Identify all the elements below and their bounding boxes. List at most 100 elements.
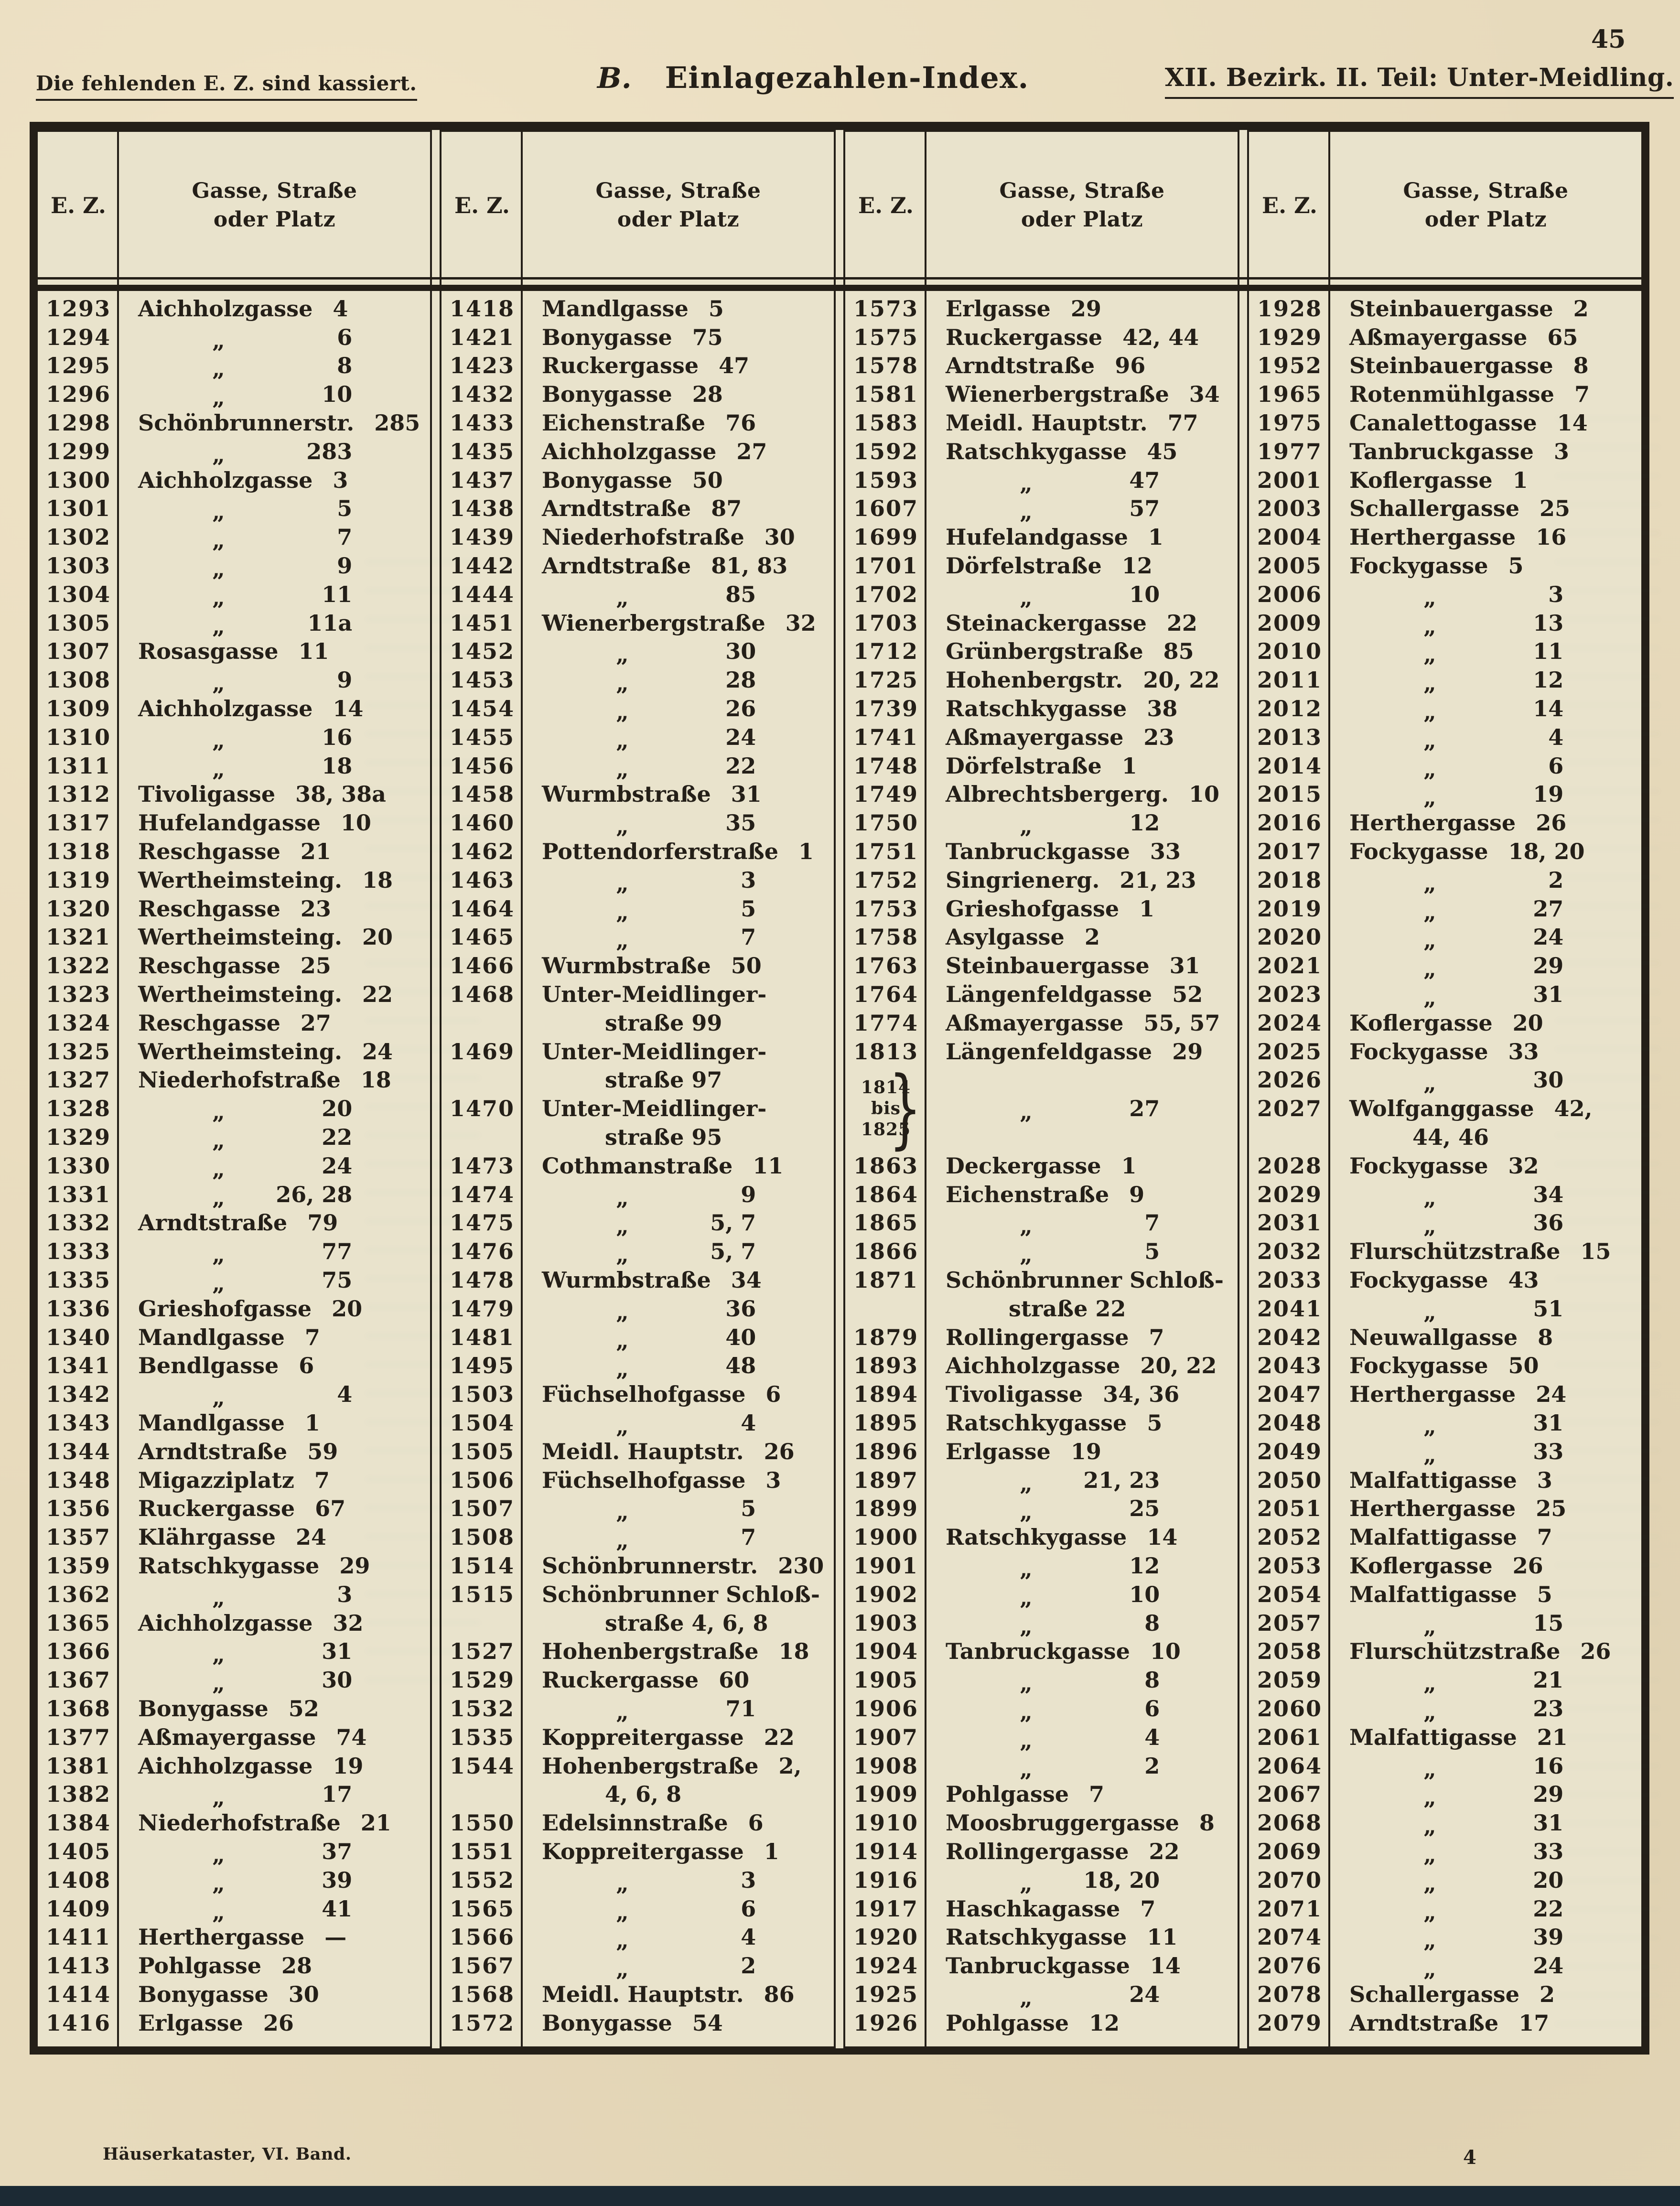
ez-number: 1408: [45, 1867, 111, 1893]
street-entry: Koflergasse 20: [1330, 1010, 1641, 1036]
street-name: Bonygasse: [138, 1695, 269, 1722]
house-number: 7: [337, 524, 353, 550]
table-row: 1895 Ratschkygasse 5: [845, 1409, 1238, 1437]
ditto-mark: „: [1423, 584, 1436, 611]
ez-number: 2032: [1257, 1238, 1323, 1265]
street-name: Tanbruckgasse: [1349, 438, 1534, 464]
ez-number: 1495: [449, 1353, 515, 1379]
table-row: 1474 „ 9: [442, 1180, 834, 1211]
street-entry-continuation: straße 4, 6, 8: [605, 1610, 768, 1636]
house-number: 2: [1539, 1981, 1555, 2007]
house-number: 7: [1089, 1781, 1105, 1808]
ditto-mark: „: [1423, 1927, 1436, 1953]
street-entry: Wurmbstraße 34: [523, 1267, 834, 1293]
table-row: 1413 Pohlgasse 28: [38, 1951, 430, 1980]
house-number: 11: [1147, 1924, 1178, 1950]
ditto-mark: „: [1423, 1070, 1436, 1096]
street-entry: Wienerbergstraße 32: [523, 610, 834, 636]
table-row: 1909 Pohlgasse 7: [845, 1780, 1238, 1808]
ez-number: 1712: [853, 638, 919, 665]
page-title: B. Einlagezahlen-Index.: [597, 60, 1029, 95]
street-entry: Schönbrunner Schloß-: [523, 1582, 834, 1607]
street-name: Ratschkygasse: [138, 1552, 320, 1579]
street-entry: Bonygasse 52: [119, 1696, 430, 1722]
ditto-mark: „: [212, 1870, 225, 1896]
house-number: 12: [1121, 553, 1152, 579]
street-name: Tanbruckgasse: [946, 1953, 1130, 1979]
table-row: 1322 Reschgasse 25: [38, 951, 430, 980]
ditto-mark: „: [1020, 1670, 1033, 1696]
ez-number: 1343: [45, 1410, 111, 1436]
house-number: 26: [1536, 810, 1567, 836]
ez-number: 1442: [449, 553, 515, 579]
house-number: 7: [1574, 381, 1590, 408]
house-number: 7: [1537, 1524, 1552, 1550]
table-row: 1965 Rotenmühlgasse 7: [1249, 380, 1641, 409]
table-row: 1910 Moosbruggergasse 8: [845, 1808, 1238, 1837]
house-number: 22: [362, 981, 393, 1008]
ez-number: 1917: [853, 1895, 919, 1922]
street-name: Klährgasse: [138, 1524, 276, 1550]
house-number: 13: [1533, 610, 1564, 636]
ez-number: 2067: [1257, 1781, 1323, 1808]
ez-number: 1505: [449, 1438, 515, 1464]
street-name: Unter-Meidlinger-: [542, 981, 767, 1008]
house-number: 30: [1533, 1067, 1564, 1093]
street-name: Unter-Meidlinger-: [542, 1096, 767, 1122]
ditto-mark: „: [616, 1184, 629, 1211]
street-entry: Schallergasse 25: [1330, 495, 1641, 521]
table-row: 2043 Fockygasse 50: [1249, 1351, 1641, 1380]
house-number: 20, 22: [1140, 1353, 1217, 1379]
ez-number: 1381: [45, 1753, 111, 1779]
house-number: 28: [725, 667, 756, 693]
street-header-line: Gasse, Straße: [1403, 179, 1569, 203]
table-row: 2010 „ 11: [1249, 637, 1641, 667]
ditto-mark: „: [1020, 1613, 1033, 1639]
ez-number: 1568: [449, 1981, 515, 2007]
table-row: 2058 Flurschützstraße 26: [1249, 1637, 1641, 1666]
ez-number: 1899: [853, 1496, 919, 1522]
ez-number: 1575: [853, 324, 919, 350]
street-entry: Aichholzgasse 19: [119, 1753, 430, 1779]
house-number: 10: [1150, 1638, 1181, 1665]
street-entry: Herthergasse 25: [1330, 1496, 1641, 1521]
ditto-mark: „: [1020, 1498, 1033, 1525]
street-entry: Hohenbergstraße 18: [523, 1638, 834, 1664]
house-number: 2,: [778, 1753, 802, 1779]
house-number: 18: [362, 867, 393, 893]
street-name: Reschgasse: [138, 895, 280, 922]
ditto-mark: „: [1020, 1098, 1033, 1125]
street-name: Aichholzgasse: [542, 438, 717, 464]
street-name: Arndtstraße: [542, 553, 691, 579]
street-name: Aßmayergasse: [1349, 324, 1528, 350]
street-name: Aßmayergasse: [946, 724, 1124, 750]
ez-number: 2051: [1257, 1496, 1323, 1522]
table-row: 1405 „ 37: [38, 1837, 430, 1867]
ez-number: 1433: [449, 410, 515, 436]
house-number: 8: [1538, 1324, 1553, 1350]
street-entry: Tivoligasse 38, 38a: [119, 781, 430, 807]
street-column-header: Gasse, Straße oder Platz: [119, 132, 430, 279]
ez-number: 1452: [449, 638, 515, 665]
street-entry: Malfattigasse 3: [1330, 1467, 1641, 1493]
table-row: 2027 Wolfganggasse 42,: [1249, 1094, 1641, 1123]
street-entry: Arndtstraße 17: [1330, 2010, 1641, 2036]
street-entry: Meidl. Hauptstr. 77: [926, 410, 1238, 436]
street-entry: Aßmayergasse 23: [926, 724, 1238, 750]
house-number: 85: [725, 581, 756, 607]
house-number: 74: [336, 1724, 367, 1750]
ditto-mark: „: [1423, 1670, 1436, 1696]
ez-number: 1916: [853, 1867, 919, 1893]
street-name: Längenfeldgasse: [946, 981, 1152, 1008]
ez-number: 2019: [1257, 895, 1323, 922]
table-row: 1507 „ 5: [442, 1494, 834, 1524]
house-number: 6: [765, 1381, 781, 1408]
table-row: 2023 „ 31: [1249, 980, 1641, 1010]
house-number: 47: [719, 353, 750, 379]
ez-number: 1813: [853, 1038, 919, 1065]
table-row: 1550 Edelsinnstraße 6: [442, 1808, 834, 1837]
table-row: 1475 „ 5, 7: [442, 1209, 834, 1238]
ez-number: 1752: [853, 867, 919, 893]
street-name: Pottendorferstraße: [542, 839, 779, 865]
street-name: Tivoligasse: [138, 781, 276, 807]
